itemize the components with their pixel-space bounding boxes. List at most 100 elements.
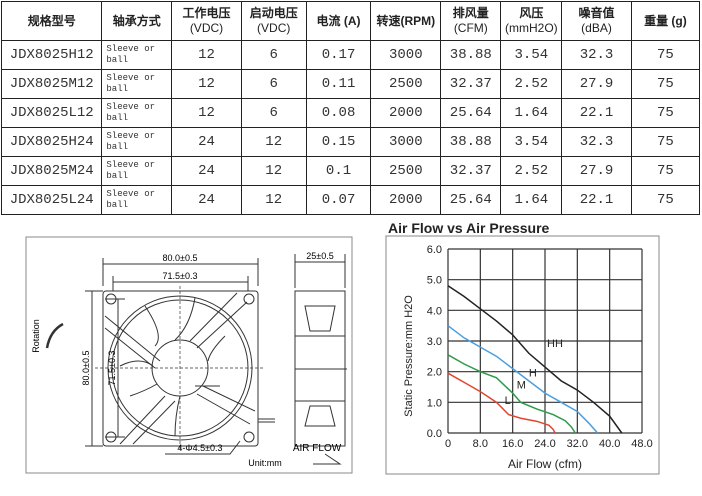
y-tick-label: 6.0 [427, 244, 442, 256]
header-unit: (VDC) [189, 21, 224, 35]
column-header: 启动电压 (VDC) [240, 1, 307, 41]
header-text: 电流 (A) [316, 13, 361, 28]
width-inner-label: 71.5±0.3 [163, 271, 198, 281]
column-header: 规格型号 [0, 1, 103, 41]
table-cell: JDX8025M12 [0, 69, 103, 99]
table-cell: 75 [630, 98, 701, 128]
column-header: 电流 (A) [305, 1, 372, 41]
series-line-hh [447, 285, 623, 434]
table-cell: Sleeve or ball [101, 185, 173, 215]
table-cell: 24 [171, 156, 242, 186]
table-cell: 22.1 [561, 185, 632, 215]
y-tick-label: 5.0 [427, 275, 442, 287]
table-cell: 75 [630, 40, 701, 70]
spec-table: 规格型号 轴承方式 工作电压 (VDC) 启动电压 (VDC) 电流 (A) 转速(RPM) 排… [0, 1, 701, 215]
height-inner-label: 71.5±0.3 [107, 351, 117, 386]
rotation-label: Rotation [31, 319, 41, 353]
header-text: 转速(RPM) [376, 13, 436, 28]
table-cell: 1.64 [500, 98, 563, 128]
chart-frame [385, 235, 660, 475]
table-cell: 0.17 [305, 40, 372, 70]
table-cell: 75 [630, 185, 701, 215]
table-cell: Sleeve or ball [101, 98, 173, 128]
table-cell: 32.3 [561, 40, 632, 70]
table-cell: 12 [240, 127, 307, 157]
series-line-h [447, 325, 599, 434]
table-cell: 22.1 [561, 98, 632, 128]
depth-label: 25±0.5 [306, 251, 333, 261]
chart-title: Air Flow vs Air Pressure [388, 220, 550, 236]
holes-label: 4-Φ4.5±0.3 [177, 443, 222, 453]
table-cell: 27.9 [561, 156, 632, 186]
table-cell: 75 [630, 156, 701, 186]
table-row: JDX8025L12 Sleeve or ball 12 6 0.08 2000 25.64… [0, 98, 701, 128]
table-cell: 32.3 [561, 127, 632, 157]
header-text: 噪音值 [578, 6, 615, 20]
table-cell: 75 [630, 127, 701, 157]
table-cell: 6 [240, 40, 307, 70]
fan-dimension-drawing: 80.0±0.5 71.5±0.3 25±0.5 80.0±0.5 71.5±0… [25, 236, 353, 474]
table-cell: 1.64 [500, 185, 563, 215]
table-cell: 0.15 [305, 127, 372, 157]
table-cell: 6 [240, 69, 307, 99]
column-header: 工作电压 (VDC) [171, 1, 242, 41]
table-cell: Sleeve or ball [101, 156, 173, 186]
column-header: 噪音值 (dBA) [561, 1, 632, 41]
header-unit: (VDC) [257, 21, 291, 35]
table-row: JDX8025H24 Sleeve or ball 24 12 0.15 3000 38.8… [0, 127, 701, 157]
width-outer-label: 80.0±0.5 [163, 253, 198, 263]
x-tick-label: 32.0 [567, 438, 588, 450]
table-cell: 12 [240, 185, 307, 215]
table-cell: Sleeve or ball [101, 127, 173, 157]
table-cell: 75 [630, 69, 701, 99]
column-header: 风压 (mmH2O) [500, 1, 563, 41]
table-cell: 3000 [370, 127, 442, 157]
table-cell: 12 [171, 40, 242, 70]
table-cell: JDX8025L12 [0, 98, 103, 128]
table-cell: 25.64 [440, 98, 502, 128]
table-cell: 2500 [370, 156, 442, 186]
table-row: JDX8025L24 Sleeve or ball 24 12 0.07 2000 25.6… [0, 185, 701, 215]
table-cell: 38.88 [440, 40, 502, 70]
table-cell: 6 [240, 98, 307, 128]
table-cell: 0.11 [305, 69, 372, 99]
table-cell: JDX8025H24 [0, 127, 103, 157]
y-tick-label: 0.0 [427, 428, 442, 440]
y-tick-label: 1.0 [427, 397, 442, 409]
table-cell: 0.1 [305, 156, 372, 186]
y-tick-label: 4.0 [427, 305, 442, 317]
y-tick-label: 3.0 [427, 336, 442, 348]
column-header: 排风量 (CFM) [440, 1, 502, 41]
header-text: 规格型号 [27, 13, 76, 28]
header-unit: (mmH2O) [504, 21, 558, 35]
header-unit: (CFM) [453, 21, 488, 35]
curve-label: M [517, 380, 526, 392]
curve-label: HH [547, 338, 563, 350]
x-tick-label: 0 [445, 438, 451, 450]
table-cell: Sleeve or ball [101, 69, 173, 99]
table-cell: JDX8025L24 [0, 185, 103, 215]
table-cell: 2000 [370, 185, 442, 215]
table-cell: 38.88 [440, 127, 502, 157]
table-cell: 32.37 [440, 156, 502, 186]
drawing-frame [25, 236, 353, 474]
table-cell: 2.52 [500, 156, 563, 186]
table-cell: 24 [171, 127, 242, 157]
table-cell: 3.54 [500, 127, 563, 157]
y-axis-label: Static Pressure:mm H2O [403, 295, 415, 417]
column-header: 转速(RPM) [370, 1, 442, 41]
x-axis-label: Air Flow (cfm) [508, 457, 582, 471]
table-cell: Sleeve or ball [101, 40, 173, 70]
x-tick-label: 48.0 [631, 438, 652, 450]
table-row: JDX8025M12 Sleeve or ball 12 6 0.11 2500 32.37… [0, 69, 701, 99]
table-cell: 3.54 [500, 40, 563, 70]
table-cell: 27.9 [561, 69, 632, 99]
table-cell: 32.37 [440, 69, 502, 99]
x-tick-label: 24.0 [534, 438, 555, 450]
table-cell: 2500 [370, 69, 442, 99]
table-cell: 25.64 [440, 185, 502, 215]
header-text: 轴承方式 [112, 13, 161, 28]
header-text: 工作电压 [182, 6, 231, 20]
table-row: JDX8025H12 Sleeve or ball 12 6 0.17 3000 38.88… [0, 40, 701, 70]
airflow-pressure-chart: Air Flow vs Air Pressure 0 8.0 16.0 24.0 32.… [385, 220, 660, 475]
